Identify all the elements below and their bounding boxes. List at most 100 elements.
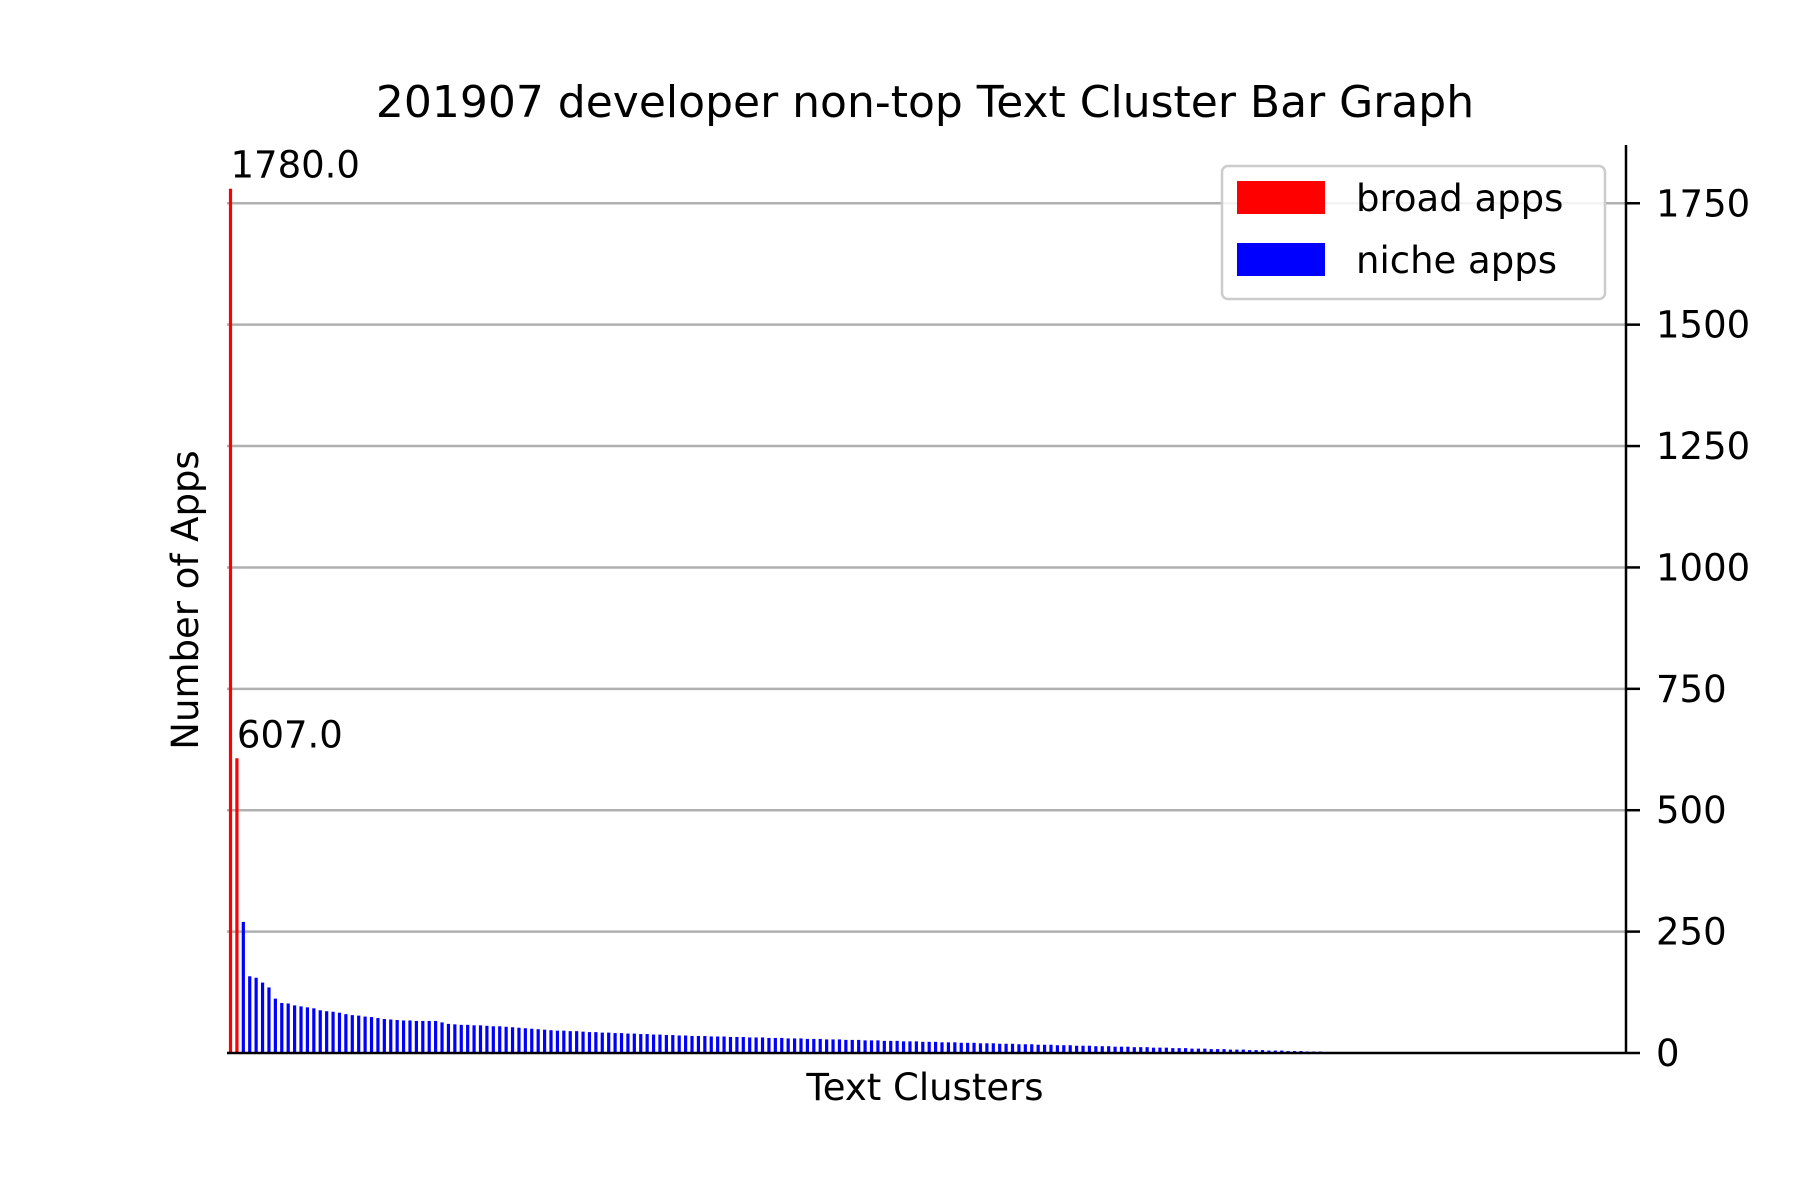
niche-apps-bar <box>857 1039 861 1053</box>
niche-apps-bar <box>889 1040 893 1053</box>
niche-apps-bar <box>1107 1046 1111 1053</box>
niche-apps-bar <box>382 1019 386 1053</box>
niche-apps-bar <box>934 1041 938 1053</box>
niche-apps-bar <box>267 987 271 1053</box>
niche-apps-bar <box>504 1026 508 1053</box>
niche-apps-bar <box>1158 1047 1162 1053</box>
bar-value-label: 607.0 <box>237 713 343 756</box>
niche-apps-bar <box>869 1040 874 1053</box>
niche-apps-bar <box>998 1043 1002 1053</box>
niche-apps-bar <box>575 1031 579 1053</box>
niche-apps-bar <box>754 1037 758 1053</box>
niche-apps-bar <box>280 1002 284 1053</box>
niche-apps-bar <box>1228 1049 1233 1053</box>
niche-apps-bar <box>587 1032 592 1053</box>
niche-apps-bar <box>799 1038 803 1053</box>
niche-apps-bar <box>696 1036 701 1053</box>
niche-apps-bar <box>895 1040 899 1053</box>
niche-apps-bar <box>485 1025 489 1053</box>
niche-apps-bar <box>1139 1047 1143 1053</box>
niche-apps-bar <box>773 1037 777 1053</box>
legend-swatch <box>1237 243 1325 276</box>
niche-apps-bar <box>254 977 258 1053</box>
legend-label: niche apps <box>1356 239 1557 282</box>
niche-apps-bar <box>1062 1045 1066 1053</box>
niche-apps-bar <box>1248 1050 1252 1053</box>
niche-apps-bar <box>1004 1043 1008 1053</box>
niche-apps-bar <box>594 1032 598 1053</box>
legend: broad apps niche apps <box>1220 164 1607 301</box>
niche-apps-bar <box>1100 1046 1104 1053</box>
niche-apps-bar <box>728 1036 733 1053</box>
niche-apps-bar <box>748 1037 752 1053</box>
niche-apps-bar <box>273 998 277 1053</box>
niche-apps-bar <box>722 1036 726 1053</box>
broad-apps-bar <box>235 758 239 1053</box>
y-tick-label: 0 <box>1656 1032 1680 1075</box>
niche-apps-bar <box>619 1033 624 1053</box>
niche-apps-bar <box>1094 1046 1098 1053</box>
niche-apps-bar <box>972 1042 976 1053</box>
niche-apps-bar <box>805 1038 809 1053</box>
niche-apps-bar <box>690 1036 694 1053</box>
niche-apps-bar <box>325 1011 329 1053</box>
niche-apps-bar <box>466 1024 470 1053</box>
niche-apps-bar <box>363 1016 367 1053</box>
data-labels: 1780.0 607.0 <box>231 144 360 757</box>
niche-apps-bar <box>818 1038 822 1053</box>
niche-apps-bar <box>1151 1047 1156 1053</box>
niche-apps-bar <box>395 1019 399 1053</box>
niche-apps-bar <box>850 1039 854 1053</box>
niche-apps-bar <box>1081 1045 1085 1053</box>
niche-apps-bar <box>472 1025 476 1053</box>
niche-apps-bar <box>536 1029 540 1053</box>
y-tick-label: 1500 <box>1656 304 1750 347</box>
niche-apps-bar <box>427 1020 431 1053</box>
niche-apps-bar <box>1196 1048 1201 1053</box>
niche-apps-bar <box>709 1036 713 1053</box>
niche-apps-bar <box>568 1031 572 1053</box>
niche-apps-bar <box>876 1040 880 1053</box>
niche-apps-bar <box>626 1033 630 1053</box>
niche-apps-bar <box>1132 1047 1136 1053</box>
niche-apps-bar <box>1126 1046 1130 1053</box>
niche-apps-bar <box>293 1005 297 1053</box>
niche-apps-bar <box>632 1033 636 1053</box>
niche-apps-bar <box>1235 1049 1239 1053</box>
y-tick-label: 1000 <box>1656 546 1750 589</box>
x-axis-label: Text Clusters <box>805 1066 1043 1109</box>
gridlines <box>227 202 1626 933</box>
niche-apps-bar <box>953 1042 957 1053</box>
niche-apps-bar <box>337 1012 342 1053</box>
niche-apps-bar <box>651 1034 656 1053</box>
niche-apps-bar <box>549 1030 553 1053</box>
niche-apps-bar <box>414 1020 418 1053</box>
niche-apps-bar <box>908 1041 912 1053</box>
niche-apps-bar <box>498 1026 502 1053</box>
niche-apps-bar <box>1087 1045 1092 1053</box>
niche-apps-bar <box>286 1003 290 1053</box>
niche-apps-bar <box>1017 1044 1021 1053</box>
niche-apps-bar <box>940 1042 944 1053</box>
niche-apps-bar <box>863 1040 867 1053</box>
y-tick-label: 750 <box>1656 668 1727 711</box>
niche-apps-bar <box>1241 1049 1245 1053</box>
niche-apps-bar <box>299 1006 303 1053</box>
niche-apps-bar <box>581 1031 585 1053</box>
niche-apps-bar <box>421 1020 425 1053</box>
axes: 0 250 500 750 1000 1250 1500 1750 <box>227 145 1750 1075</box>
niche-apps-bar <box>1023 1044 1027 1053</box>
niche-apps-bar <box>562 1030 566 1053</box>
niche-apps-bar <box>671 1035 675 1053</box>
niche-apps-bar <box>1190 1048 1194 1053</box>
niche-apps-bar <box>760 1037 765 1053</box>
niche-apps-bar <box>1254 1050 1258 1053</box>
y-tick-label: 1250 <box>1656 425 1750 468</box>
niche-apps-bar <box>389 1019 393 1053</box>
niche-apps-bar <box>1145 1047 1149 1053</box>
niche-apps-bar <box>1030 1044 1034 1053</box>
niche-apps-bar <box>600 1032 604 1053</box>
niche-apps-bar <box>357 1015 361 1053</box>
niche-apps-bar <box>607 1032 611 1053</box>
